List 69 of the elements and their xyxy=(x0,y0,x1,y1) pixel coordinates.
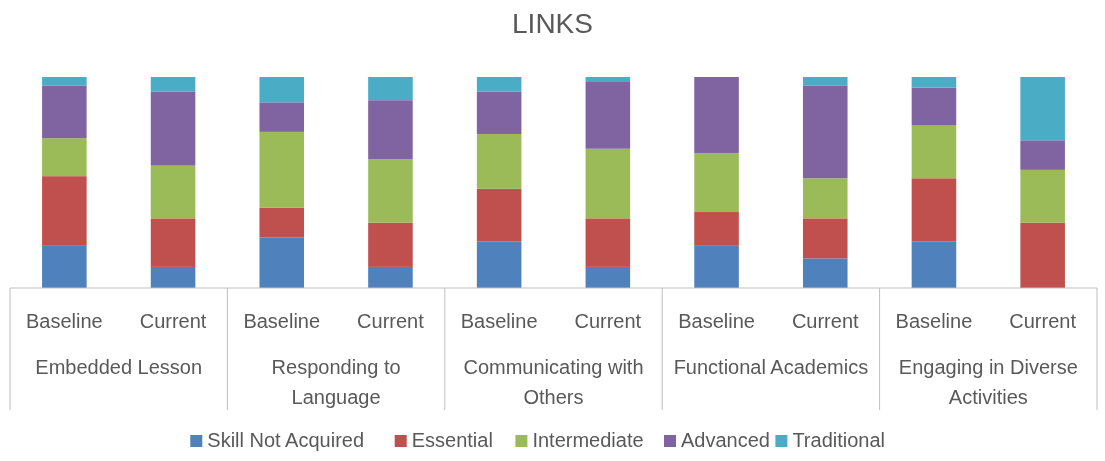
bar xyxy=(368,100,413,160)
legend-label: Intermediate xyxy=(532,429,644,451)
bar xyxy=(802,258,848,288)
bar xyxy=(694,212,739,246)
x-tick-label: Current xyxy=(1009,310,1077,332)
bar xyxy=(259,207,305,238)
bar xyxy=(802,77,848,86)
bar xyxy=(42,245,87,288)
text: Communicating with Others xyxy=(463,356,644,408)
bar xyxy=(150,77,196,92)
text: Embedded Lesson xyxy=(35,356,203,378)
bar xyxy=(42,77,87,86)
bar xyxy=(42,176,87,246)
x-tick-label: Current xyxy=(139,310,207,332)
x-tick-label: Current xyxy=(791,310,860,332)
bar xyxy=(368,77,413,101)
bar xyxy=(802,218,848,259)
legend-label: Traditional xyxy=(792,429,886,451)
bar xyxy=(1020,77,1065,141)
bar xyxy=(368,266,413,288)
bar xyxy=(585,218,631,267)
bar xyxy=(585,81,631,149)
bar xyxy=(1020,140,1065,170)
bar xyxy=(911,77,957,88)
x-tick-label: Current xyxy=(574,310,642,332)
text: Functional Academics xyxy=(673,356,869,378)
bar xyxy=(42,138,87,177)
bar xyxy=(476,241,522,288)
x-tick-label: Current xyxy=(357,310,425,332)
x-tick-label: Baseline xyxy=(460,310,538,332)
bar xyxy=(476,91,522,134)
bar xyxy=(911,178,957,242)
bar xyxy=(368,159,413,223)
bar xyxy=(259,237,305,288)
bar xyxy=(259,131,305,208)
text: Responding to Language xyxy=(271,356,401,408)
bar xyxy=(911,125,957,179)
bar xyxy=(911,87,957,126)
x-tick-label: Baseline xyxy=(678,310,755,332)
bar xyxy=(1020,169,1065,223)
bar xyxy=(694,77,739,153)
legend-label: Advanced xyxy=(681,429,770,451)
bar xyxy=(585,148,631,219)
legend-label: Skill Not Acquired xyxy=(207,429,365,451)
bar xyxy=(911,241,957,288)
bar xyxy=(802,85,848,179)
bar xyxy=(585,77,631,82)
bar xyxy=(1020,222,1065,288)
bar xyxy=(259,77,305,103)
x-tick-label: Baseline xyxy=(25,310,103,332)
bar xyxy=(694,245,739,288)
bar xyxy=(259,102,305,132)
x-tick-label: Baseline xyxy=(895,310,973,332)
bar xyxy=(802,178,848,219)
bar xyxy=(150,165,196,219)
bar xyxy=(368,222,413,267)
bar xyxy=(476,133,522,189)
bar xyxy=(476,77,522,92)
text: Engaging in Diverse Activities xyxy=(898,356,1078,408)
bar xyxy=(150,266,196,288)
bar xyxy=(150,218,196,267)
chart-title: LINKS xyxy=(512,8,593,39)
bar xyxy=(476,188,522,242)
bar xyxy=(694,152,739,213)
bar xyxy=(585,266,631,288)
bar xyxy=(150,91,196,166)
x-tick-label: Baseline xyxy=(243,310,321,332)
bar xyxy=(42,85,87,139)
legend-label: Essential xyxy=(411,429,493,451)
